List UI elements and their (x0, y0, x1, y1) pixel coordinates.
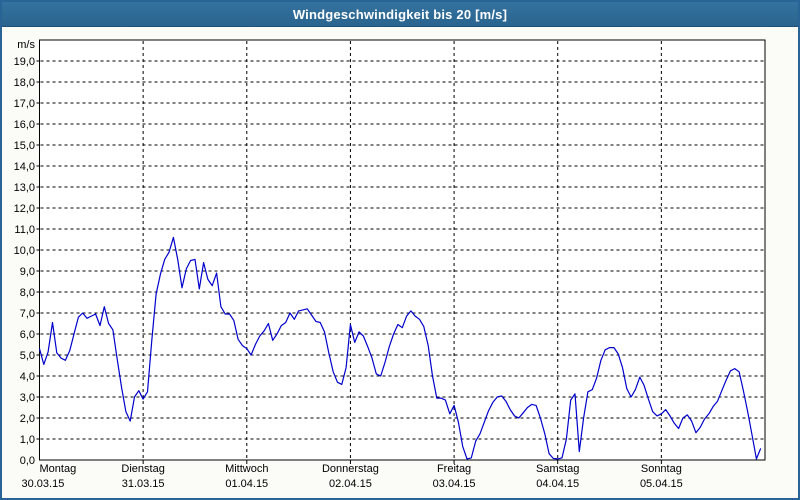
day-name-label: Dienstag (121, 463, 164, 475)
y-tick-label: 18,0 (14, 77, 35, 89)
title-bar: Windgeschwindigkeit bis 20 [m/s] (2, 2, 798, 27)
day-date-label: 05.04.15 (640, 478, 683, 490)
y-tick-label: 2,0 (20, 413, 35, 425)
day-date-label: 04.04.15 (536, 478, 579, 490)
day-date-label: 30.03.15 (22, 478, 65, 490)
chart-area: 0,0 1,0 2,0 3,0 4,0 5,0 6,0 7,0 8,0 9,0 10,0 11,0 12… (2, 27, 798, 498)
y-tick-label: 0,0 (20, 455, 35, 467)
x-grid-and-labels: Montag 30.03.15 Dienstag 31.03.15 Mittwoch 01… (22, 41, 683, 490)
y-tick-label: 6,0 (20, 329, 35, 341)
y-tick-label: 19,0 (14, 56, 35, 68)
y-tick-label: 7,0 (20, 308, 35, 320)
y-grid-and-labels: 0,0 1,0 2,0 3,0 4,0 5,0 6,0 7,0 8,0 9,0 10,0 11,0 12… (14, 39, 764, 467)
wind-speed-line (38, 236, 762, 460)
y-axis-unit-label: m/s (17, 39, 35, 51)
y-tick-label: 12,0 (14, 203, 35, 215)
y-tick-label: 13,0 (14, 182, 35, 194)
y-tick-label: 5,0 (20, 350, 35, 362)
day-name-label: Sonntag (641, 463, 682, 475)
y-tick-label: 3,0 (20, 392, 35, 404)
day-date-label: 03.04.15 (433, 478, 476, 490)
y-tick-label: 1,0 (20, 434, 35, 446)
day-date-label: 31.03.15 (122, 478, 165, 490)
y-tick-label: 14,0 (14, 161, 35, 173)
day-date-label: 02.04.15 (329, 478, 372, 490)
window-title: Windgeschwindigkeit bis 20 [m/s] (292, 6, 508, 22)
day-name-label: Samstag (536, 463, 579, 475)
y-tick-label: 15,0 (14, 140, 35, 152)
y-tick-label: 17,0 (14, 98, 35, 110)
day-name-label: Montag (40, 463, 77, 475)
wind-speed-chart: 0,0 1,0 2,0 3,0 4,0 5,0 6,0 7,0 8,0 9,0 10,0 11,0 12… (14, 39, 766, 490)
y-tick-label: 8,0 (20, 287, 35, 299)
y-tick-label: 10,0 (14, 245, 35, 257)
day-name-label: Donnerstag (322, 463, 379, 475)
day-name-label: Freitag (437, 463, 471, 475)
day-name-label: Mittwoch (225, 463, 268, 475)
y-tick-label: 11,0 (14, 224, 35, 236)
day-date-label: 01.04.15 (225, 478, 268, 490)
y-tick-label: 4,0 (20, 371, 35, 383)
y-tick-label: 16,0 (14, 119, 35, 131)
y-tick-label: 9,0 (20, 266, 35, 278)
